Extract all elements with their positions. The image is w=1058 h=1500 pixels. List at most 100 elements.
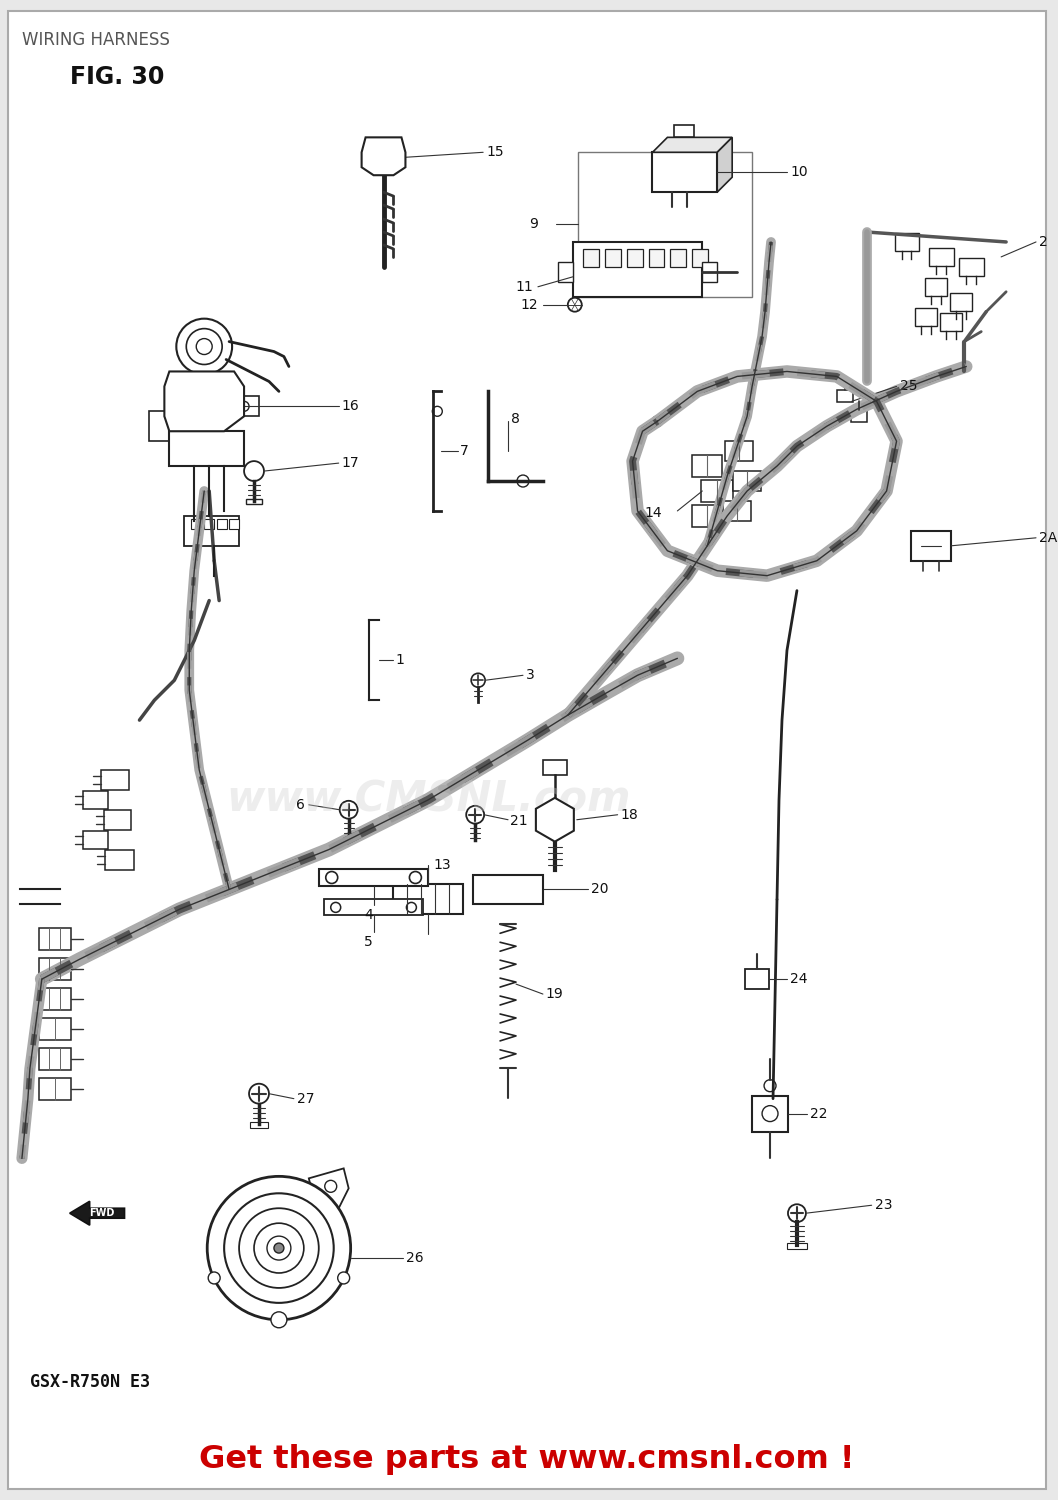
Circle shape: [340, 801, 358, 819]
Bar: [745, 969, 769, 988]
Polygon shape: [653, 138, 732, 153]
Bar: [701, 480, 733, 502]
Polygon shape: [309, 1168, 349, 1208]
Bar: [169, 430, 244, 466]
Bar: [250, 1122, 268, 1128]
Bar: [104, 810, 131, 830]
Text: 7: 7: [460, 444, 469, 458]
Circle shape: [788, 1204, 806, 1222]
Circle shape: [244, 460, 264, 482]
Text: 12: 12: [521, 297, 537, 312]
Text: 14: 14: [644, 506, 662, 520]
Bar: [149, 411, 171, 441]
Circle shape: [338, 1272, 349, 1284]
Bar: [39, 1019, 71, 1040]
Text: SUZUKI: SUZUKI: [373, 158, 394, 162]
Circle shape: [409, 871, 421, 883]
Bar: [926, 278, 947, 296]
Circle shape: [517, 476, 529, 488]
Circle shape: [207, 1176, 350, 1320]
Bar: [318, 868, 428, 886]
Bar: [191, 519, 201, 530]
Bar: [578, 153, 752, 297]
Bar: [39, 1048, 71, 1070]
Circle shape: [406, 903, 417, 912]
Text: 18: 18: [621, 808, 638, 822]
Text: 26: 26: [406, 1251, 424, 1264]
Text: 5: 5: [364, 936, 373, 950]
Bar: [837, 390, 853, 402]
Bar: [394, 885, 463, 915]
Bar: [671, 249, 687, 267]
Bar: [39, 928, 71, 950]
Text: 16: 16: [342, 399, 360, 414]
Circle shape: [196, 339, 213, 354]
Circle shape: [274, 1244, 284, 1252]
Bar: [692, 454, 723, 477]
Text: 4: 4: [364, 909, 373, 922]
Circle shape: [433, 406, 442, 417]
Bar: [247, 500, 262, 504]
Text: 10: 10: [790, 165, 807, 178]
Polygon shape: [362, 138, 405, 176]
Circle shape: [764, 1080, 776, 1092]
Bar: [543, 760, 567, 776]
Text: 21: 21: [510, 813, 528, 828]
Text: 22: 22: [809, 1107, 827, 1120]
Text: 25: 25: [899, 380, 917, 393]
Bar: [83, 790, 108, 808]
Bar: [752, 1095, 788, 1131]
Text: FIG. 30: FIG. 30: [70, 64, 164, 88]
Text: 3: 3: [526, 669, 534, 682]
Bar: [217, 519, 227, 530]
Text: 19: 19: [546, 987, 564, 1000]
Circle shape: [326, 871, 338, 883]
Bar: [83, 831, 108, 849]
Bar: [915, 308, 937, 326]
Text: 17: 17: [342, 456, 360, 470]
Bar: [583, 249, 599, 267]
Text: WIRING HARNESS: WIRING HARNESS: [22, 32, 169, 50]
Text: GSX-R750N E3: GSX-R750N E3: [30, 1372, 150, 1390]
Circle shape: [208, 1272, 220, 1284]
Circle shape: [177, 318, 232, 375]
Bar: [912, 531, 951, 561]
Circle shape: [325, 1180, 336, 1192]
Bar: [39, 958, 71, 980]
Text: FWD: FWD: [89, 1208, 114, 1218]
Circle shape: [239, 1208, 318, 1288]
Bar: [371, 147, 396, 166]
Text: Get these parts at www.cmsnl.com !: Get these parts at www.cmsnl.com !: [199, 1444, 855, 1474]
Bar: [895, 232, 919, 250]
Circle shape: [224, 1194, 333, 1304]
Text: 8: 8: [511, 413, 519, 426]
Bar: [39, 1077, 71, 1100]
Bar: [950, 292, 972, 310]
Polygon shape: [536, 798, 573, 842]
Circle shape: [267, 1236, 291, 1260]
Text: 13: 13: [434, 858, 451, 871]
Text: 23: 23: [875, 1198, 892, 1212]
Polygon shape: [164, 372, 244, 430]
Circle shape: [467, 806, 485, 824]
Bar: [674, 126, 694, 138]
Text: 24: 24: [790, 972, 807, 986]
Circle shape: [481, 885, 491, 894]
Circle shape: [271, 1312, 287, 1328]
Bar: [39, 988, 71, 1010]
Bar: [649, 249, 664, 267]
Bar: [725, 441, 753, 460]
Bar: [230, 396, 259, 417]
Bar: [572, 242, 703, 297]
Bar: [605, 249, 621, 267]
Bar: [703, 262, 717, 282]
Circle shape: [568, 297, 582, 312]
Bar: [105, 849, 134, 870]
Circle shape: [762, 1106, 778, 1122]
Circle shape: [186, 328, 222, 364]
Bar: [204, 519, 214, 530]
Bar: [324, 900, 423, 915]
Circle shape: [254, 1222, 304, 1274]
Polygon shape: [717, 138, 732, 192]
Bar: [733, 471, 761, 490]
